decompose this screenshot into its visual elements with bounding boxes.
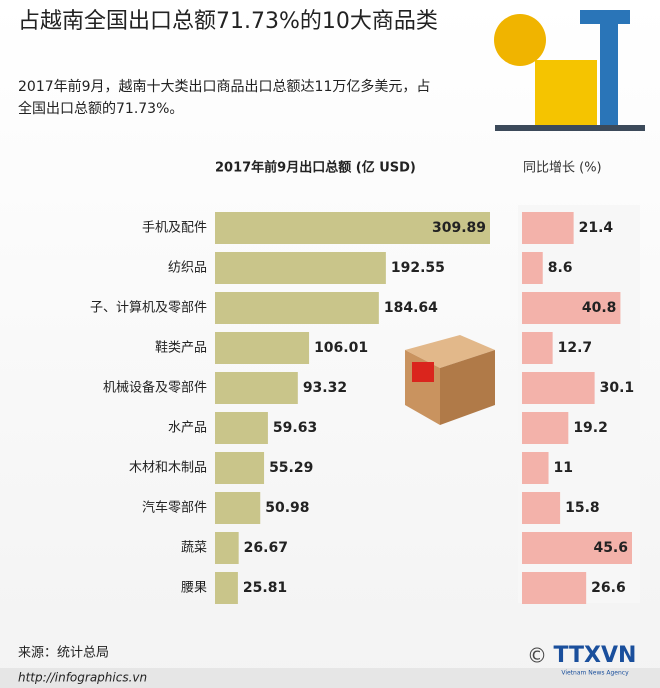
source: 来源：统计总局 <box>18 646 109 661</box>
bar <box>215 372 298 404</box>
bar <box>522 452 549 484</box>
value-label: 55.29 <box>269 460 313 476</box>
bar <box>215 452 265 484</box>
url: http://infographics.vn <box>18 671 147 685</box>
category-label: 子、计算机及零部件 <box>90 301 207 316</box>
bar <box>522 212 574 244</box>
brand: TTXVN <box>554 643 637 668</box>
bar <box>522 412 569 444</box>
value-label: 15.8 <box>565 500 600 516</box>
value-label: 45.6 <box>593 540 628 556</box>
category-label: 蔬菜 <box>181 541 207 556</box>
value-label: 11 <box>554 460 573 476</box>
bar <box>522 332 553 364</box>
bar <box>522 492 561 524</box>
bar <box>522 532 632 564</box>
bar <box>215 292 379 324</box>
value-label: 21.4 <box>579 220 614 236</box>
footer-bar <box>0 668 660 688</box>
category-label: 鞋类产品 <box>155 340 207 356</box>
bar <box>215 412 268 444</box>
bar <box>522 572 587 604</box>
bar <box>215 492 261 524</box>
category-label: 腰果 <box>181 581 207 596</box>
category-label: 木材和木制品 <box>129 461 207 476</box>
brand-sub: Vietnam News Agency <box>561 670 629 677</box>
value-label: 309.89 <box>432 220 486 236</box>
value-label: 106.01 <box>314 340 368 356</box>
bar <box>215 212 490 244</box>
box-icon <box>405 335 495 425</box>
chart-title: 2017年前9月出口总额 (亿 USD) <box>215 160 416 176</box>
value-label: 192.55 <box>391 260 445 276</box>
bar <box>215 532 239 564</box>
bar <box>522 292 621 324</box>
value-label: 25.81 <box>243 580 287 596</box>
copyright: © <box>527 644 547 668</box>
subtitle: 2017年前9月，越南十大类出口商品出口总额达11万亿多美元，占全国出口总额的7… <box>18 79 431 117</box>
category-label: 汽车零部件 <box>142 500 207 516</box>
value-label: 8.6 <box>548 260 573 276</box>
value-label: 50.98 <box>265 500 309 516</box>
value-label: 40.8 <box>582 300 617 316</box>
bar <box>215 252 386 284</box>
title: 占越南全国出口总额71.73%的10大商品类 <box>18 9 438 34</box>
value-label: 19.2 <box>573 420 608 436</box>
bar <box>215 572 238 604</box>
value-label: 12.7 <box>558 340 593 356</box>
decor-icon <box>494 10 645 131</box>
value-label: 26.67 <box>244 540 288 556</box>
category-label: 水产品 <box>168 421 207 436</box>
value-label: 30.1 <box>600 380 635 396</box>
value-label: 184.64 <box>384 300 438 316</box>
category-label: 机械设备及零部件 <box>103 380 207 396</box>
bar <box>522 372 595 404</box>
chart-title: 同比增长 (%) <box>523 161 602 176</box>
value-label: 93.32 <box>303 380 347 396</box>
category-label: 纺织品 <box>168 261 207 276</box>
bar <box>522 252 543 284</box>
bar <box>215 332 310 364</box>
category-label: 手机及配件 <box>142 221 207 236</box>
value-label: 59.63 <box>273 420 317 436</box>
value-label: 26.6 <box>591 580 626 596</box>
